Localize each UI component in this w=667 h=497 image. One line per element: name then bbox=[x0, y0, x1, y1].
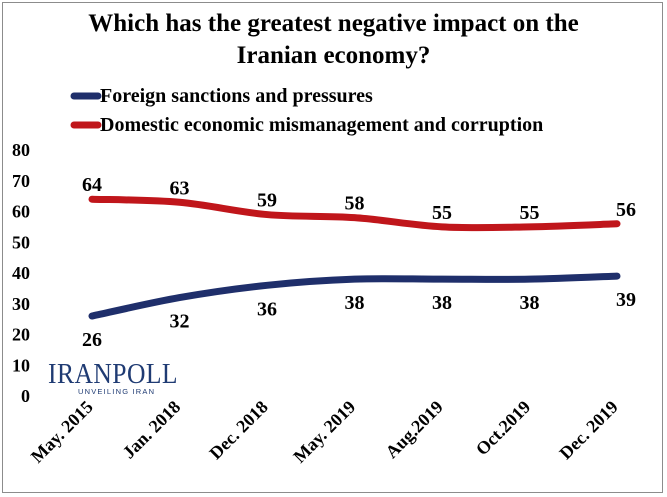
y-tick-label: 20 bbox=[12, 325, 30, 345]
y-tick-label: 80 bbox=[12, 140, 30, 160]
data-label-s2-2: 63 bbox=[170, 177, 190, 199]
data-label-s1-2: 32 bbox=[170, 311, 190, 333]
y-tick-label: 0 bbox=[21, 386, 30, 406]
data-label-s2-4: 58 bbox=[345, 193, 365, 215]
x-tick-label: May. 2015 bbox=[27, 397, 97, 467]
y-tick-label: 40 bbox=[12, 263, 30, 283]
x-tick-label: Oct.2019 bbox=[472, 397, 535, 460]
legend-label-2: Domestic economic mismanagement and corr… bbox=[100, 114, 543, 136]
data-label-s1-7: 39 bbox=[616, 289, 636, 311]
data-label-s2-6: 55 bbox=[520, 202, 540, 224]
data-label-s1-6: 38 bbox=[520, 292, 540, 314]
legend: Foreign sanctions and pressures Domestic … bbox=[70, 85, 543, 136]
x-tick-label: May. 2019 bbox=[289, 397, 359, 467]
chart-title-line-1: Which has the greatest negative impact o… bbox=[88, 10, 579, 37]
y-tick-label: 60 bbox=[12, 202, 30, 222]
x-axis: May. 2015 Jan. 2018 Dec. 2018 May. 2019 Aug.… bbox=[27, 397, 622, 467]
x-tick-label: Dec. 2019 bbox=[555, 397, 621, 463]
x-tick-label: Aug.2019 bbox=[381, 397, 446, 462]
series-lines bbox=[88, 195, 621, 320]
data-label-s1-5: 38 bbox=[432, 292, 452, 314]
data-label-s2-3: 59 bbox=[257, 190, 277, 212]
x-tick-label: Dec. 2018 bbox=[205, 397, 271, 463]
legend-label-1: Foreign sanctions and pressures bbox=[100, 85, 373, 107]
data-label-s1-3: 36 bbox=[257, 298, 277, 320]
y-tick-label: 70 bbox=[12, 171, 30, 191]
data-labels: 26 32 36 38 38 38 39 64 63 59 58 55 55 56 bbox=[82, 174, 636, 351]
y-tick-label: 30 bbox=[12, 294, 30, 314]
chart-frame bbox=[2, 2, 663, 493]
data-label-s2-1: 64 bbox=[82, 174, 102, 196]
data-label-s1-4: 38 bbox=[345, 292, 365, 314]
logo-wordmark: IRANPOLL bbox=[48, 358, 178, 390]
x-tick-label: Jan. 2018 bbox=[119, 397, 185, 463]
logo-tagline: UNVEILING IRAN bbox=[78, 387, 155, 396]
chart-title-line-2: Iranian economy? bbox=[236, 42, 431, 69]
series-line-1 bbox=[88, 272, 621, 320]
chart-title: Which has the greatest negative impact o… bbox=[0, 8, 667, 72]
data-label-s2-7: 56 bbox=[616, 199, 636, 221]
series-line-2 bbox=[88, 195, 621, 232]
data-label-s2-5: 55 bbox=[432, 202, 452, 224]
data-label-s1-1: 26 bbox=[82, 329, 102, 351]
y-tick-label: 50 bbox=[12, 232, 30, 252]
iranpoll-logo: IRANPOLL UNVEILING IRAN bbox=[48, 358, 178, 396]
y-tick-label: 10 bbox=[12, 355, 30, 375]
y-axis: 0 10 20 30 40 50 60 70 80 bbox=[12, 140, 30, 406]
